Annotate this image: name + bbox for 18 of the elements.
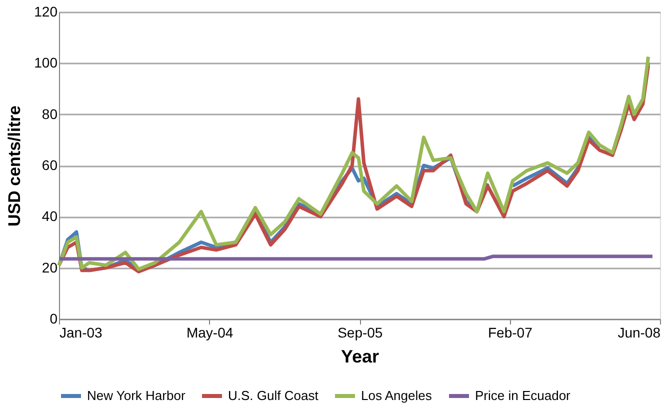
x-axis-title: Year — [340, 346, 380, 366]
x-tick-label: Feb-07 — [488, 324, 533, 340]
x-tick-label: Sep-05 — [338, 324, 383, 340]
x-tick-label: Jun-08 — [618, 324, 661, 340]
y-tick-label: 60 — [42, 157, 58, 173]
x-tick-label: Jan-03 — [60, 324, 103, 340]
legend-label: New York Harbor — [87, 388, 186, 403]
y-tick-label: 20 — [42, 259, 58, 276]
y-axis-title: USD cents/litre — [5, 106, 24, 226]
y-tick-label: 120 — [34, 4, 58, 20]
y-tick-label: 80 — [42, 106, 58, 122]
y-tick-label: 100 — [34, 54, 58, 71]
x-tick-label: May-04 — [186, 324, 234, 340]
legend-label: Los Angeles — [361, 388, 432, 403]
y-tick-label: 0 — [50, 310, 58, 326]
y-tick-label: 40 — [42, 208, 58, 224]
legend-label: Price in Ecuador — [475, 388, 572, 403]
legend-label: U.S. Gulf Coast — [228, 388, 319, 403]
